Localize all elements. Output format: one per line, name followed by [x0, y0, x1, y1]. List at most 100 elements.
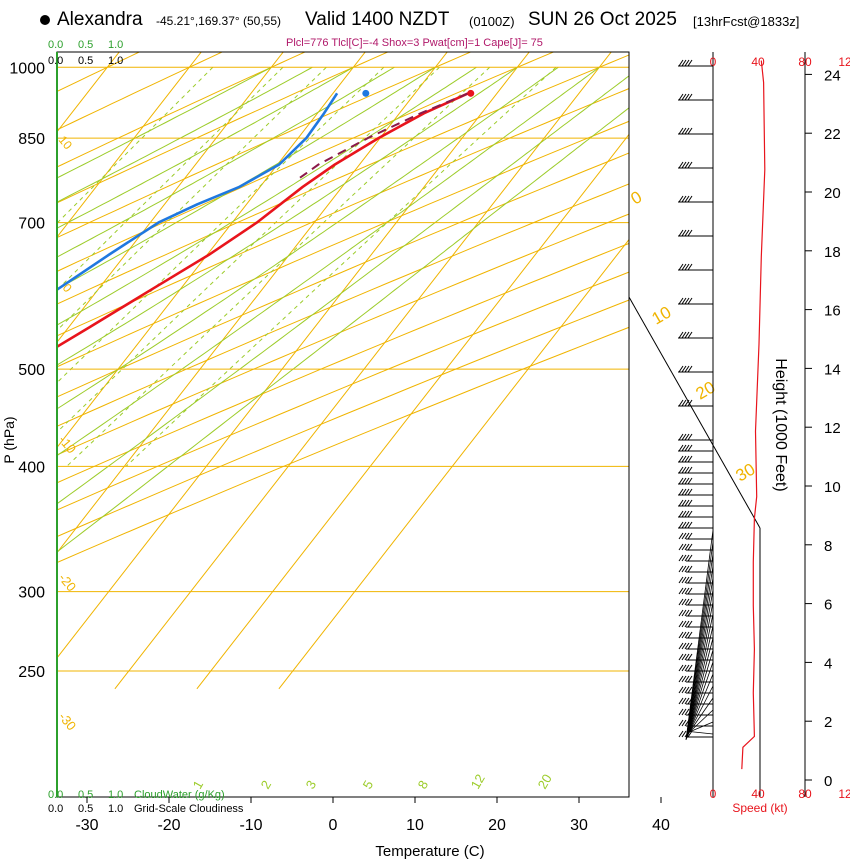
wind-barb-feather — [681, 653, 687, 661]
wind-barb — [678, 554, 713, 562]
x-axis-label: Temperature (C) — [375, 843, 484, 860]
wind-barb-feather — [678, 543, 684, 551]
pressure-tick-label: 250 — [18, 664, 45, 681]
pressure-tick-label: 500 — [18, 362, 45, 379]
wind-barb — [678, 331, 713, 339]
bottom-cloudiness-scale-label: 1.0 — [108, 803, 123, 815]
mixing-ratio-label: 8 — [415, 778, 432, 792]
moist-adiabat-line — [57, 75, 629, 505]
height-tick-label: 24 — [824, 67, 841, 84]
station-name: Alexandra — [57, 9, 143, 30]
forecast-info: [13hrFcst@1833z] — [693, 14, 800, 29]
wind-barb-feather — [678, 93, 684, 101]
wind-barb — [678, 161, 713, 169]
wind-barb-low-shaft — [688, 697, 714, 734]
wind-barb — [678, 543, 713, 551]
wind-barb-low-shaft — [687, 661, 714, 735]
top-cloudwater-scale-label: 0.5 — [78, 39, 93, 51]
wind-barb-low-shaft — [689, 721, 714, 733]
wind-barb-feather — [678, 653, 684, 661]
isotherm-label: -20 — [56, 570, 80, 594]
wind-barb-low-shaft — [688, 709, 714, 733]
isotherm-line — [57, 52, 202, 238]
wind-barb-feather — [678, 532, 684, 540]
wind-barb-feather — [687, 127, 693, 135]
pressure-tick-label: 850 — [18, 131, 45, 148]
wind-barb-feather — [678, 686, 684, 694]
wind-barb — [678, 297, 713, 305]
wind-barb-feather — [681, 433, 687, 441]
wind-barb — [678, 93, 713, 101]
dry-adiabat-line — [57, 299, 629, 538]
wind-barb-feather — [687, 653, 693, 661]
wind-barb — [678, 455, 713, 463]
dry-adiabat-line — [57, 183, 629, 427]
wind-barb-feather — [681, 229, 687, 237]
moist-adiabat-line — [57, 66, 477, 326]
wind-barb-feather — [684, 433, 690, 441]
wind-barb-low-shaft — [686, 577, 714, 739]
wind-barb-feather — [684, 263, 690, 271]
wind-barb-low-shaft — [686, 601, 714, 738]
wind-barb-feather — [684, 488, 690, 496]
wind-barb-feather — [681, 631, 687, 639]
wind-barb-feather — [678, 499, 684, 507]
wind-barb-feather — [678, 664, 684, 672]
wind-barb-feather — [684, 127, 690, 135]
dry-adiabat-line — [57, 52, 555, 272]
valid-time: Valid 1400 NZDT — [305, 9, 450, 30]
pressure-tick-label: 1000 — [9, 60, 45, 77]
wind-barb-feather — [684, 686, 690, 694]
mixing-ratio-label: 3 — [303, 778, 320, 792]
wind-barb-feather — [687, 399, 693, 407]
dry-adiabat-line — [57, 271, 629, 511]
wind-barb — [678, 127, 713, 135]
wind-barb-feather — [684, 93, 690, 101]
wind-barb-feather — [681, 598, 687, 606]
wind-barb-low-shaft — [688, 685, 714, 734]
wind-barb-feather — [687, 565, 693, 573]
wind-barb — [678, 510, 713, 518]
plot-area — [57, 52, 629, 690]
wind-barb-feather — [678, 598, 684, 606]
dry-adiabat-label: 0 — [628, 187, 646, 208]
wind-barb-feather — [678, 642, 684, 650]
wind-barb-feather — [687, 331, 693, 339]
wind-barb-feather — [684, 466, 690, 474]
wind-speed-profile-line — [741, 60, 766, 770]
wind-barb-feather — [678, 521, 684, 529]
wind-barb-feather — [684, 444, 690, 452]
wind-barb-low-shaft — [687, 649, 714, 736]
wind-barb-feather — [684, 161, 690, 169]
wind-barb-feather — [684, 543, 690, 551]
isotherm-label-plus: 10 — [56, 133, 76, 152]
wind-barb-feather — [681, 708, 687, 716]
wind-barb-feather — [681, 554, 687, 562]
dry-adiabat-line — [57, 152, 629, 398]
wind-barb-feather — [684, 532, 690, 540]
speed-tick-label-bottom: 80 — [798, 787, 812, 801]
dry-adiabat-label: 20 — [693, 378, 719, 404]
wind-barb-feather — [681, 127, 687, 135]
moist-adiabat-line — [57, 66, 272, 179]
wind-barb-feather — [687, 543, 693, 551]
dry-adiabat-line — [57, 242, 629, 484]
wind-barb-feather — [687, 686, 693, 694]
valid-date: SUN 26 Oct 2025 — [528, 9, 677, 30]
speed-tick-label-top: 12 — [838, 55, 850, 69]
height-tick-label: 2 — [824, 714, 832, 731]
wind-barb-feather — [678, 719, 684, 727]
wind-barb-feather — [681, 263, 687, 271]
wind-barb — [678, 532, 713, 540]
wind-barb-low-shaft — [686, 565, 714, 739]
wind-barb-feather — [678, 365, 684, 373]
wind-barb-feather — [681, 466, 687, 474]
temperature-tick-label: 40 — [652, 817, 670, 834]
speed-axis-label: Speed (kt) — [732, 801, 787, 815]
wind-barb-feather — [684, 609, 690, 617]
wind-barb-feather — [687, 93, 693, 101]
wind-barb — [678, 686, 713, 694]
wind-barb-feather — [681, 365, 687, 373]
wind-barb-feather — [687, 642, 693, 650]
